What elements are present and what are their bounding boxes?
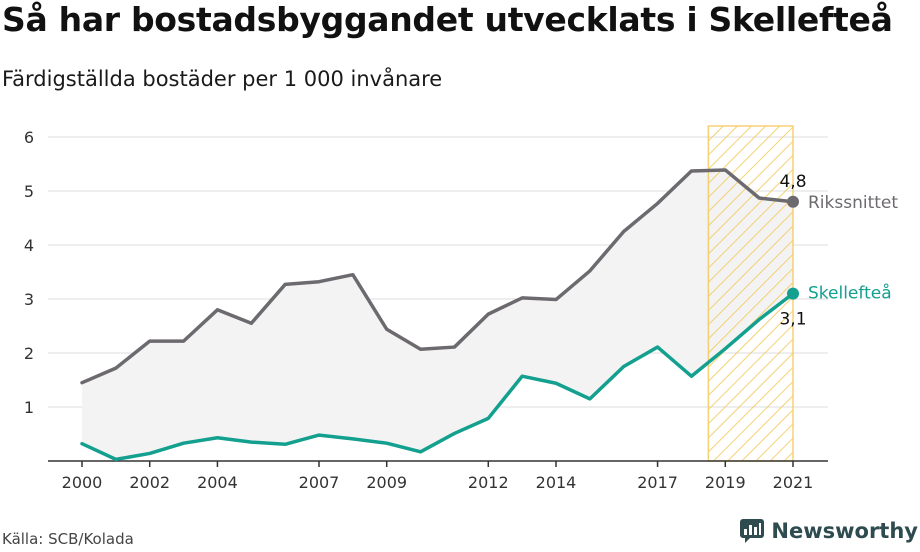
- y-tick-label: 6: [24, 128, 34, 147]
- y-tick-label: 1: [24, 398, 34, 417]
- y-tick-label: 3: [24, 290, 34, 309]
- gap-band: [82, 169, 793, 460]
- x-tick-label: 2021: [773, 473, 814, 492]
- y-tick-label: 4: [24, 236, 34, 255]
- x-tick-label: 2019: [705, 473, 746, 492]
- end-point-skelleftea: [787, 287, 799, 300]
- y-tick-label: 5: [24, 182, 34, 201]
- brand-name: Newsworthy: [771, 519, 918, 543]
- end-point-riket: [787, 195, 799, 208]
- end-value-riket: 4,8: [779, 172, 806, 192]
- highlight-period: [707, 125, 794, 462]
- chart-title: Så har bostadsbyggandet utvecklats i Ske…: [2, 0, 893, 39]
- x-tick-label: 2002: [129, 473, 170, 492]
- series-line-riket: [80, 168, 795, 385]
- end-value-skelleftea: 3,1: [779, 310, 806, 330]
- source-note: Källa: SCB/Kolada: [2, 530, 134, 548]
- y-tick-label: 2: [24, 344, 34, 363]
- series-line-skelleftea: [80, 291, 795, 462]
- newsworthy-icon: [740, 519, 765, 543]
- x-tick-label: 2012: [468, 473, 509, 492]
- x-tick-label: 2004: [197, 473, 238, 492]
- x-tick-label: 2009: [366, 473, 407, 492]
- brand-logo: Newsworthy: [739, 518, 918, 544]
- x-tick-label: 2000: [62, 473, 103, 492]
- series-label-skelleftea: Skellefteå: [808, 283, 892, 304]
- x-tick-label: 2014: [536, 473, 577, 492]
- x-tick-label: 2017: [637, 473, 678, 492]
- x-tick-label: 2007: [299, 473, 340, 492]
- series-label-riket: Rikssnittet: [808, 193, 898, 213]
- chart-subtitle: Färdigställda bostäder per 1 000 invånar…: [2, 67, 443, 91]
